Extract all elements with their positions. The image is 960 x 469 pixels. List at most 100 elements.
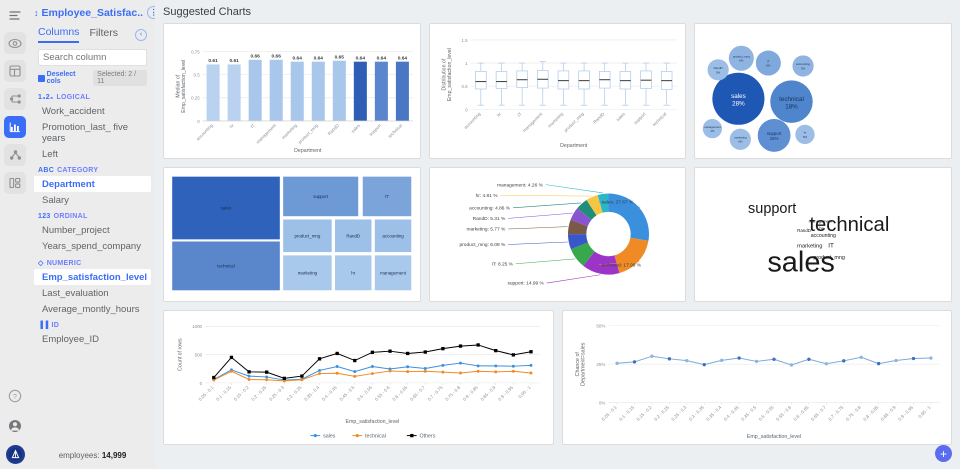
group-label-logical: LOGICAL — [56, 94, 91, 101]
svg-text:marketing: marketing — [734, 136, 747, 140]
rail-bottom: ? — [4, 385, 26, 469]
svg-text:accounting: 4.86 %: accounting: 4.86 % — [469, 205, 511, 211]
svg-text:0.65 - 0.7: 0.65 - 0.7 — [809, 404, 826, 421]
eye-icon[interactable] — [4, 32, 26, 54]
svg-text:sales: 27.67 %: sales: 27.67 % — [601, 200, 633, 206]
svg-text:support: 14.99 %: support: 14.99 % — [507, 281, 544, 287]
chart-card-department-wordcloud[interactable]: support technical sales management hr RandD ac… — [694, 167, 953, 302]
search-input[interactable] — [43, 52, 175, 63]
svg-text:28%: 28% — [732, 101, 745, 108]
column-item-salary[interactable]: Salary — [42, 194, 69, 206]
svg-text:1000: 1000 — [192, 324, 202, 329]
column-item-left[interactable]: Left — [42, 148, 58, 160]
svg-text:Chance of: Chance of — [574, 352, 580, 377]
svg-text:0.45 - 0.5: 0.45 - 0.5 — [740, 404, 757, 421]
svg-text:0.4 - 0.45: 0.4 - 0.45 — [321, 385, 338, 402]
svg-text:0.7 - 0.75: 0.7 - 0.75 — [827, 404, 844, 421]
svg-text:RandD: RandD — [327, 123, 340, 136]
menu-icon[interactable] — [4, 4, 26, 26]
avatar[interactable] — [5, 445, 25, 464]
svg-text:product_mng: product_mng — [814, 255, 845, 261]
svg-text:0.75 - 0.8: 0.75 - 0.8 — [444, 385, 461, 402]
dataset-title-row[interactable]: ↕ Employee_Satisfac.. ⋮ — [30, 0, 161, 24]
column-item-department[interactable]: Department — [34, 176, 151, 192]
svg-text:Department=sales: Department=sales — [580, 342, 586, 386]
column-item-emp-satisfaction-level[interactable]: Emp_satisfaction_level — [34, 269, 151, 285]
svg-text:Distribution of: Distribution of — [441, 58, 447, 90]
chart-icon[interactable] — [4, 116, 26, 138]
column-item-number-project[interactable]: Number_project — [42, 224, 110, 236]
add-chart-button[interactable]: + — [935, 445, 952, 462]
column-item-work-accident[interactable]: Work_accident — [42, 105, 105, 117]
main-area: Suggested Charts 0 0.25 0.5 0.75 0.61 account… — [155, 0, 960, 469]
svg-text:0.9 - 0.95: 0.9 - 0.95 — [497, 385, 514, 402]
group-header-category: ABC CATEGORY — [30, 167, 155, 174]
collapse-panel-icon[interactable]: ‹ — [135, 28, 147, 41]
deselect-cols-button[interactable]: Deselect cols — [38, 71, 89, 85]
svg-text:Emp_satisfaction_level: Emp_satisfaction_level — [447, 48, 453, 101]
chart-card-department-treemap[interactable]: sales technical support IT product_mng RandD a… — [163, 167, 421, 302]
chart-card-median-bar[interactable]: 0 0.25 0.5 0.75 0.61 accounting 0.61 hr 0.66 IT 0.… — [163, 23, 421, 159]
svg-text:4%: 4% — [711, 129, 716, 133]
svg-text:IT: IT — [829, 243, 835, 250]
svg-text:0.1 - 0.15: 0.1 - 0.15 — [618, 404, 635, 421]
svg-text:product_mng: product_mng — [563, 111, 585, 133]
layout-icon[interactable] — [4, 60, 26, 82]
svg-text:0.95 - 1: 0.95 - 1 — [917, 404, 932, 419]
svg-text:0.3 - 0.35: 0.3 - 0.35 — [687, 404, 704, 421]
svg-text:Others: Others — [420, 434, 436, 440]
group-category: ABC CATEGORY Department Salary — [30, 167, 155, 208]
account-icon[interactable] — [4, 415, 26, 437]
group-logical: 1₃2₃ LOGICAL Work_accident Promotion_las… — [30, 94, 155, 162]
svg-text:RandD: RandD — [346, 233, 360, 238]
sort-icon[interactable]: ↕ — [34, 7, 39, 18]
svg-text:0.25 - 0.3: 0.25 - 0.3 — [268, 385, 285, 402]
group-id: ▐▐ ID Employee_ID — [30, 322, 155, 347]
tab-filters[interactable]: Filters — [89, 27, 119, 39]
svg-text:product_mng: product_mng — [733, 54, 750, 58]
svg-text:0.95 - 1: 0.95 - 1 — [517, 385, 532, 400]
chart-card-distribution-box[interactable]: 0 0.5 1 1.5 accounting hr IT management marketin… — [428, 23, 687, 159]
hierarchy-icon[interactable] — [4, 144, 26, 166]
svg-text:Count of rows: Count of rows — [178, 338, 184, 371]
graph-icon[interactable] — [4, 88, 26, 110]
svg-text:18%: 18% — [786, 103, 799, 110]
column-item-years-spend-company[interactable]: Years_spend_company — [42, 240, 141, 252]
panel-tabs: Columns Filters ‹ — [30, 24, 155, 43]
svg-text:management: management — [380, 270, 407, 275]
chart-card-chance-of-sales[interactable]: 0% 25% 50% 0.05 - 0.1 0.1 - 0.15 0.15 - 0.2 0.… — [561, 310, 952, 445]
svg-text:25%: 25% — [596, 362, 605, 367]
charts-row-2: sales technical support IT product_mng RandD a… — [163, 167, 953, 302]
column-item-average-montly-hours[interactable]: Average_montly_hours — [42, 303, 140, 315]
svg-text:0.7 - 0.75: 0.7 - 0.75 — [427, 385, 444, 402]
category-icon: ABC — [38, 167, 55, 174]
chart-card-count-of-rows[interactable]: 0 500 1000 0.05 - 0.1 0.1 - 0.15 0.15 - 0.2 0.… — [163, 310, 554, 445]
svg-text:0%: 0% — [598, 401, 605, 406]
svg-text:sales: sales — [768, 247, 836, 279]
dashboard-icon[interactable] — [4, 172, 26, 194]
svg-text:15%: 15% — [770, 136, 779, 141]
svg-text:hr: hr — [351, 270, 355, 275]
column-item-employee-id[interactable]: Employee_ID — [42, 333, 100, 345]
group-label-ordinal: ORDINAL — [53, 213, 88, 220]
chart-card-department-donut[interactable]: sales: 27.67 % technical: 17.99 % support:… — [428, 167, 687, 302]
svg-text:hr: hr — [496, 111, 503, 118]
svg-text:0.1 - 0.15: 0.1 - 0.15 — [215, 385, 232, 402]
svg-text:0.64: 0.64 — [377, 55, 387, 61]
svg-text:marketing: marketing — [298, 270, 318, 275]
svg-text:accounting: accounting — [382, 233, 404, 238]
svg-text:5%: 5% — [716, 70, 721, 74]
column-item-promotion-last-five-years[interactable]: Promotion_last_ five years — [42, 121, 129, 144]
svg-text:6%: 6% — [740, 59, 745, 63]
columns-panel: ↕ Employee_Satisfac.. ⋮ Columns Filters … — [30, 0, 187, 469]
help-icon[interactable]: ? — [4, 385, 26, 407]
svg-text:0.64: 0.64 — [293, 55, 303, 61]
dataset-title: Employee_Satisfac.. — [41, 6, 144, 19]
search-column-box[interactable] — [38, 49, 187, 66]
tab-columns[interactable]: Columns — [38, 26, 80, 43]
column-item-last-evaluation[interactable]: Last_evaluation — [42, 287, 109, 299]
ordinal-icon: 123 — [38, 213, 51, 220]
chart-card-department-bubbles[interactable]: sales 28% technical 18% support 15% IT 8% produc… — [694, 23, 953, 159]
svg-text:0.75 - 0.8: 0.75 - 0.8 — [844, 404, 861, 421]
